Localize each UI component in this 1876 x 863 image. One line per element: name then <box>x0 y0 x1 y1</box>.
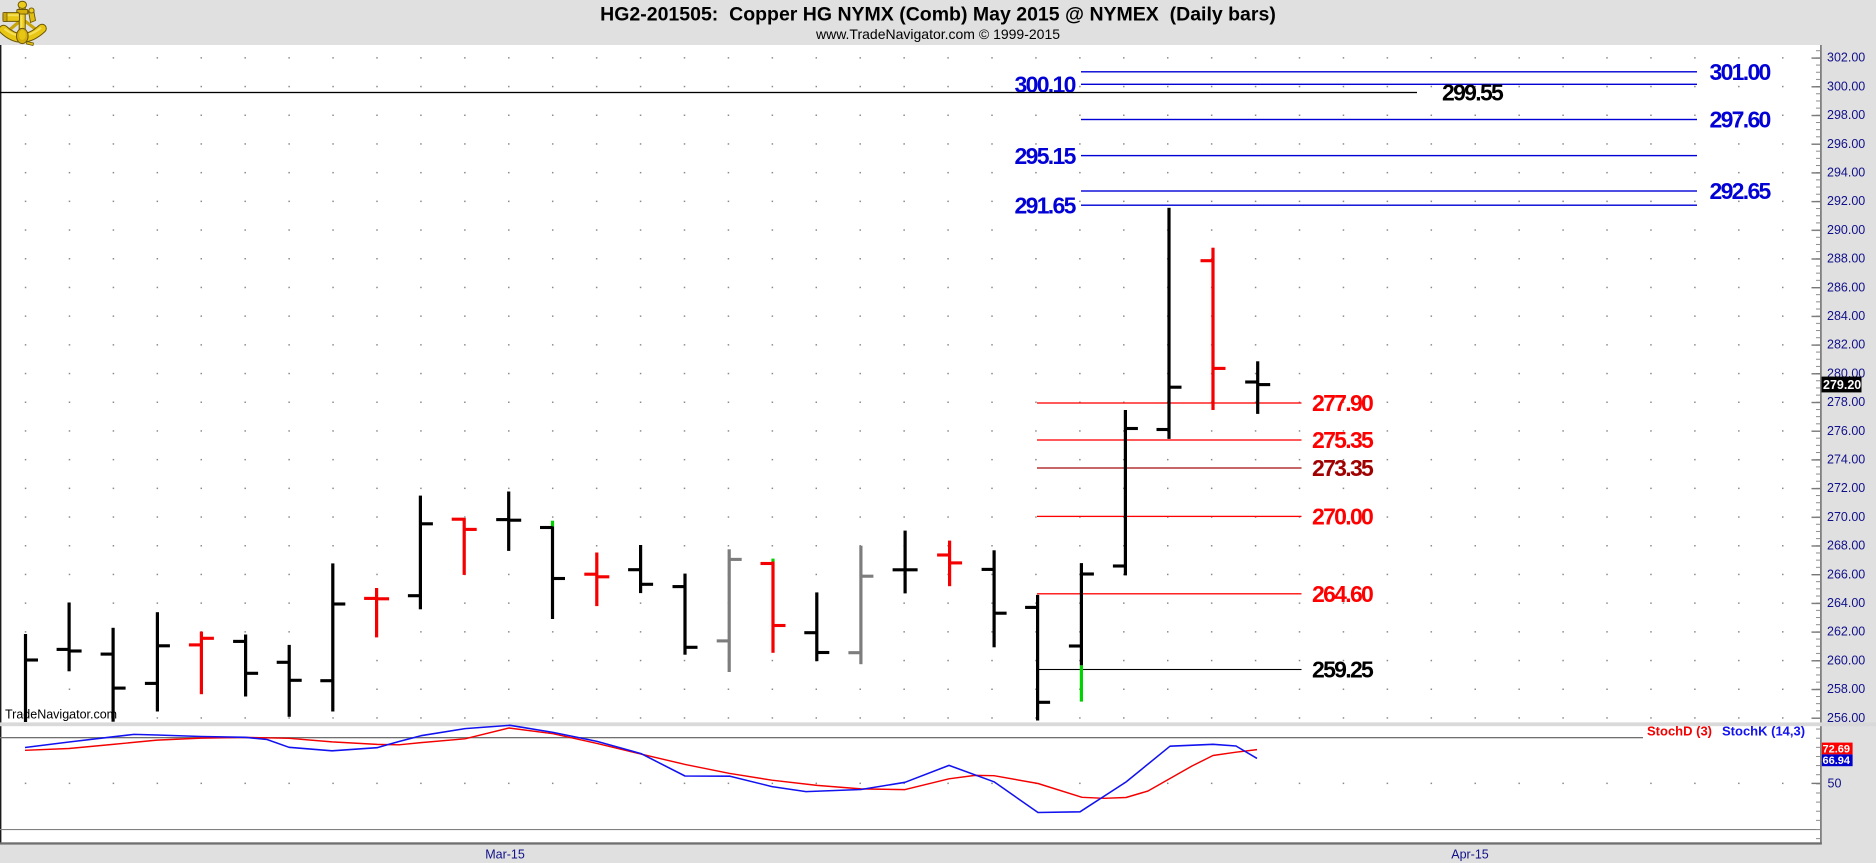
svg-text:275.35: 275.35 <box>1312 427 1374 453</box>
svg-text:256.00: 256.00 <box>1827 711 1865 725</box>
svg-text:284.00: 284.00 <box>1827 309 1865 323</box>
svg-text:300.10: 300.10 <box>1015 72 1076 98</box>
svg-text:266.00: 266.00 <box>1827 567 1865 581</box>
svg-text:292.00: 292.00 <box>1827 194 1865 208</box>
svg-text:66.94: 66.94 <box>1823 755 1851 767</box>
svg-text:260.00: 260.00 <box>1827 653 1865 667</box>
svg-text:Apr-15: Apr-15 <box>1451 848 1489 862</box>
svg-text:278.00: 278.00 <box>1827 395 1865 409</box>
svg-text:295.15: 295.15 <box>1015 143 1077 169</box>
svg-text:279.20: 279.20 <box>1823 378 1861 392</box>
svg-text:72.69: 72.69 <box>1823 743 1851 755</box>
svg-text:292.65: 292.65 <box>1710 178 1772 204</box>
svg-text:297.60: 297.60 <box>1710 107 1771 133</box>
svg-text:259.25: 259.25 <box>1312 657 1374 683</box>
svg-text:294.00: 294.00 <box>1827 166 1865 180</box>
svg-text:277.90: 277.90 <box>1312 390 1373 416</box>
svg-text:262.00: 262.00 <box>1827 625 1865 639</box>
svg-text:270.00: 270.00 <box>1827 510 1865 524</box>
svg-text:291.65: 291.65 <box>1015 192 1077 218</box>
svg-text:302.00: 302.00 <box>1827 51 1865 65</box>
svg-text:50: 50 <box>1828 777 1842 791</box>
svg-text:273.35: 273.35 <box>1312 455 1374 481</box>
svg-text:274.00: 274.00 <box>1827 453 1865 467</box>
svg-text:282.00: 282.00 <box>1827 338 1865 352</box>
svg-text:299.55: 299.55 <box>1442 80 1504 106</box>
svg-text:StochD (3): StochD (3) <box>1647 723 1712 738</box>
svg-text:286.00: 286.00 <box>1827 280 1865 294</box>
svg-text:272.00: 272.00 <box>1827 481 1865 495</box>
svg-text:Mar-15: Mar-15 <box>485 848 525 862</box>
svg-text:298.00: 298.00 <box>1827 108 1865 122</box>
svg-text:301.00: 301.00 <box>1710 59 1771 85</box>
svg-text:TradeNavigator.com: TradeNavigator.com <box>5 708 117 722</box>
svg-text:258.00: 258.00 <box>1827 682 1865 696</box>
svg-text:296.00: 296.00 <box>1827 137 1865 151</box>
svg-text:288.00: 288.00 <box>1827 252 1865 266</box>
svg-text:264.60: 264.60 <box>1312 581 1373 607</box>
svg-text:276.00: 276.00 <box>1827 424 1865 438</box>
svg-text:264.00: 264.00 <box>1827 596 1865 610</box>
svg-text:268.00: 268.00 <box>1827 539 1865 553</box>
svg-text:www.TradeNavigator.com © 1999-: www.TradeNavigator.com © 1999-2015 <box>815 26 1060 42</box>
svg-text:300.00: 300.00 <box>1827 79 1865 93</box>
svg-text:StochK (14,3): StochK (14,3) <box>1722 723 1805 738</box>
svg-text:290.00: 290.00 <box>1827 223 1865 237</box>
svg-text:270.00: 270.00 <box>1312 504 1373 530</box>
svg-text:HG2-201505: Copper HG NYMX (C: HG2-201505: Copper HG NYMX (Comb) May 20… <box>600 4 1276 26</box>
